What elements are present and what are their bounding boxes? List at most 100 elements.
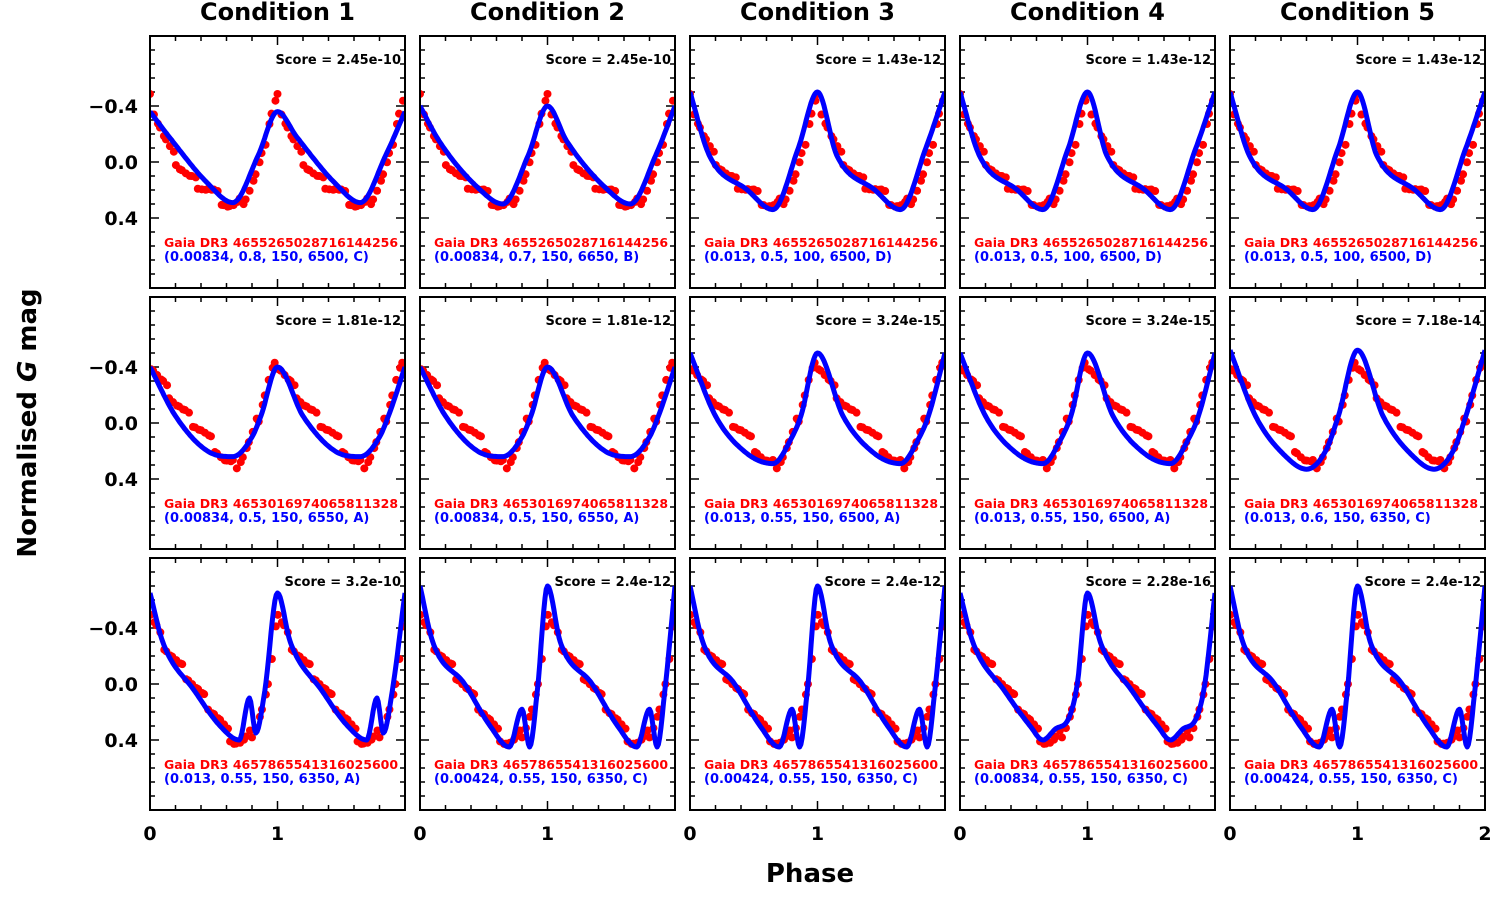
- observed-point: [1421, 187, 1430, 196]
- panel-frame: [149, 35, 406, 289]
- panel: Score = 3.24e-15 Gaia DR3 465301697406581…: [689, 296, 946, 550]
- panel-grid: Score = 2.45e-10 Gaia DR3 465526502871614…: [88, 35, 1492, 845]
- observed-point: [185, 408, 194, 417]
- panel-frame: [419, 35, 676, 289]
- observed-point: [1061, 170, 1070, 179]
- observed-point: [900, 464, 909, 473]
- source-id-label: Gaia DR3 4657865541316025600: [1244, 757, 1478, 772]
- observed-point: [398, 96, 405, 105]
- observed-point: [725, 408, 734, 417]
- observed-point: [1185, 733, 1194, 742]
- observed-point: [1052, 732, 1061, 741]
- observed-point: [1115, 660, 1124, 669]
- y-axis-title: Normalised G mag: [13, 288, 43, 557]
- panel: Score = 2.45e-10 Gaia DR3 465526502871614…: [419, 35, 676, 289]
- x-tick-label: 1: [541, 823, 554, 845]
- params-label: (0.013, 0.5, 100, 6500, D): [704, 250, 892, 265]
- observed-point: [1293, 187, 1302, 196]
- column-title: Condition 4: [1010, 0, 1165, 26]
- observed-points: [690, 610, 945, 748]
- observed-point: [305, 660, 314, 669]
- score-label: Score = 3.24e-15: [1085, 314, 1211, 329]
- observed-point: [791, 170, 800, 179]
- panel: Score = 3.2e-10 Gaia DR3 4657865541316025…: [88, 557, 406, 845]
- observed-point: [1457, 176, 1466, 185]
- y-axis-title-prefix: Normalised: [13, 382, 43, 558]
- source-id-label: Gaia DR3 4657865541316025600: [164, 757, 398, 772]
- y-tick-label: −0.4: [88, 618, 138, 640]
- params-label: (0.013, 0.55, 150, 6500, A): [974, 511, 1170, 526]
- score-label: Score = 1.81e-12: [275, 314, 401, 329]
- observed-point: [639, 195, 648, 204]
- panel: Score = 1.43e-12 Gaia DR3 465526502871614…: [959, 35, 1216, 289]
- y-tick-label: −0.4: [88, 96, 138, 118]
- x-tick-label: 0: [683, 823, 696, 845]
- observed-point: [1042, 464, 1051, 473]
- column-title: Condition 3: [740, 0, 895, 26]
- observed-point: [232, 464, 241, 473]
- score-label: Score = 3.2e-10: [284, 575, 401, 590]
- observed-points: [1230, 610, 1485, 748]
- source-id-label: Gaia DR3 4653016974065811328: [434, 496, 668, 511]
- observed-point: [248, 733, 256, 742]
- observed-point: [801, 140, 810, 149]
- column-title: Condition 1: [200, 0, 355, 26]
- observed-point: [1455, 733, 1464, 742]
- observed-point: [1071, 140, 1080, 149]
- observed-point: [1059, 176, 1068, 185]
- observed-point: [448, 660, 457, 669]
- x-axis-title: Phase: [766, 859, 854, 889]
- model-curve: [1230, 347, 1485, 472]
- observed-point: [1122, 408, 1131, 417]
- observed-points: [960, 89, 1215, 211]
- observed-point: [795, 712, 804, 721]
- score-label: Score = 7.18e-14: [1355, 314, 1481, 329]
- observed-point: [1065, 158, 1074, 167]
- observed-points: [420, 610, 675, 748]
- observed-point: [271, 96, 280, 105]
- observed-point: [206, 432, 215, 441]
- y-tick-label: 0.4: [104, 208, 138, 230]
- source-id-label: Gaia DR3 4653016974065811328: [974, 496, 1208, 511]
- panel: Score = 2.45e-10 Gaia DR3 465526502871614…: [88, 35, 406, 289]
- observed-point: [312, 408, 321, 417]
- params-label: (0.00834, 0.55, 150, 6350, C): [974, 772, 1188, 787]
- model-curve: [1230, 583, 1485, 750]
- observed-point: [543, 89, 552, 98]
- params-label: (0.013, 0.55, 150, 6500, A): [704, 511, 900, 526]
- panel: Score = 1.81e-12 Gaia DR3 465301697406581…: [419, 296, 676, 550]
- observed-point: [515, 186, 524, 195]
- observed-point: [1258, 660, 1267, 669]
- observed-point: [709, 147, 718, 156]
- model-curve: [150, 590, 405, 743]
- observed-point: [845, 660, 854, 669]
- y-axis-title-symbol: G: [13, 361, 43, 382]
- y-tick-label: 0.0: [104, 674, 138, 696]
- observed-point: [668, 96, 675, 105]
- observed-point: [643, 186, 652, 195]
- observed-point: [297, 147, 306, 156]
- panel-frame: [689, 35, 946, 289]
- x-tick-label: 1: [271, 823, 284, 845]
- observed-point: [518, 733, 526, 742]
- column-title: Condition 2: [470, 0, 625, 26]
- panel-frame: [1229, 557, 1486, 811]
- panel-frame: [1229, 35, 1486, 289]
- observed-point: [1328, 733, 1336, 742]
- score-label: Score = 1.43e-12: [1085, 53, 1211, 68]
- observed-point: [575, 660, 584, 669]
- observed-point: [881, 187, 890, 196]
- observed-point: [541, 96, 550, 105]
- panel-frame: [149, 296, 406, 550]
- observed-points: [690, 89, 945, 211]
- panel: Score = 1.43e-12 Gaia DR3 465526502871614…: [689, 35, 946, 289]
- score-label: Score = 2.4e-12: [824, 575, 941, 590]
- score-label: Score = 2.28e-16: [1085, 575, 1211, 590]
- params-label: (0.013, 0.5, 100, 6500, D): [1244, 250, 1432, 265]
- observed-point: [1414, 432, 1423, 441]
- observed-point: [273, 610, 282, 619]
- observed-point: [1341, 140, 1350, 149]
- observed-point: [178, 660, 187, 669]
- observed-point: [795, 158, 804, 167]
- model-curve: [1230, 89, 1485, 213]
